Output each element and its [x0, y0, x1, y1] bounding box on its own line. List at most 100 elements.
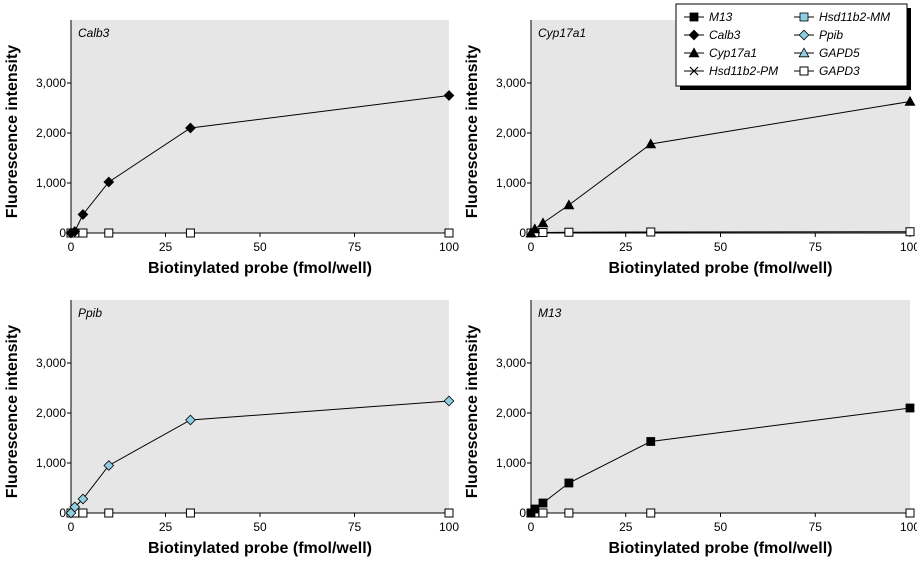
legend-entry-hsd11b2-pm-marker-b — [689, 66, 699, 76]
panel-m13-y-tick-label-0: 0 — [519, 506, 526, 520]
panel-ppib-x-tick-label-100: 100 — [439, 520, 459, 534]
panel-cyp17a1-series-gapd3-point-3 — [564, 227, 574, 237]
panel-cyp17a1-y-tick-label-3000: 3,000 — [496, 76, 526, 90]
legend-entry-cyp17a1: Cyp17a1 — [684, 46, 757, 60]
panel-m13-series-m13-point-5 — [905, 403, 915, 413]
panel-calb3-series-gapd3-point-3 — [104, 228, 114, 238]
legend-entry-hsd11b2-pm: Hsd11b2-PM — [684, 64, 778, 78]
panel-calb3-x-tick-label-50: 50 — [253, 240, 267, 254]
legend-entry-hsd11b2-mm-marker — [799, 12, 809, 22]
panel-calb3-x-tick-label-25: 25 — [159, 240, 173, 254]
panel-ppib-y-axis-title: Fluorescence intensity — [4, 325, 21, 498]
panel-ppib-y-tick-label-3000: 3,000 — [36, 356, 66, 370]
panel-ppib-series-ppib-point-4 — [185, 414, 196, 426]
panel-ppib-series-gapd3-point-4 — [185, 508, 195, 518]
panel-ppib-series-ppib — [65, 395, 455, 519]
panel-m13-x-tick-label-100: 100 — [900, 520, 917, 534]
panel-m13-x-tick-label-75: 75 — [809, 520, 823, 534]
panel-calb3-label: Calb3 — [78, 26, 110, 40]
legend-box — [675, 3, 908, 87]
legend-entry-gapd5: GAPD5 — [794, 46, 860, 60]
panel-calb3-x-tick-label-100: 100 — [439, 240, 459, 254]
panel-calb3: 0 25 50 75 100 0 1,000 2,000 3,000 Biotinylated p… — [4, 20, 459, 277]
panel-m13-x-tick-label-0: 0 — [528, 520, 535, 534]
panel-m13-series-m13 — [526, 403, 915, 518]
panel-cyp17a1-x-tick-label-100: 100 — [900, 240, 917, 254]
panel-cyp17a1-series-cyp17a1-point-5 — [904, 95, 916, 106]
panel-m13-x-tick-label-25: 25 — [619, 520, 633, 534]
panel-cyp17a1-series-gapd3-point-2 — [538, 228, 548, 237]
legend-entry-hsd11b2-mm: Hsd11b2-MM — [794, 10, 890, 24]
panel-cyp17a1-series-gapd3-point-5 — [905, 227, 915, 237]
panel-cyp17a1-x-tick-label-0: 0 — [528, 240, 535, 254]
panel-m13-y-tick-label-1000: 1,000 — [496, 456, 526, 470]
panel-calb3-y-tick-label-1000: 1,000 — [36, 176, 66, 190]
panel-calb3-x-tick-label-75: 75 — [348, 240, 362, 254]
panel-calb3-series-calb3-point-1 — [69, 226, 81, 237]
panel-cyp17a1-series-cyp17a1-point-3 — [563, 199, 575, 210]
panel-calb3-x-tick-label-0: 0 — [68, 240, 75, 254]
legend-entry-ppib: Ppib — [794, 28, 843, 42]
panel-calb3-y-tick-label-3000: 3,000 — [36, 76, 66, 90]
panel-m13-x-tick-label-50: 50 — [714, 520, 728, 534]
panel-cyp17a1-y-tick-label-1000: 1,000 — [496, 176, 526, 190]
legend-entry-gapd5-label: GAPD5 — [819, 46, 860, 60]
legend-entry-calb3: Calb3 — [684, 28, 741, 42]
panel-m13-y-tick-label-3000: 3,000 — [496, 356, 526, 370]
panel-ppib-series-ppib-point-1 — [69, 501, 81, 513]
legend-entry-gapd3-label: GAPD3 — [819, 64, 860, 78]
panel-m13-label: M13 — [538, 306, 562, 320]
panel-calb3-series-calb3-point-4 — [185, 122, 196, 134]
panel-cyp17a1-y-tick-label-0: 0 — [519, 226, 526, 240]
panel-cyp17a1-series-cyp17a1-point-4 — [645, 138, 657, 149]
panel-m13-x-axis-title: Biotinylated probe (fmol/well) — [608, 540, 832, 557]
panel-m13-y-tick-label-2000: 2,000 — [496, 406, 526, 420]
panel-ppib-plot-background — [71, 300, 449, 513]
panel-ppib-x-tick-label-25: 25 — [159, 520, 173, 534]
panel-m13-series-gapd3-point-3 — [564, 508, 574, 518]
panel-ppib-label: Ppib — [78, 306, 102, 320]
legend-entry-ppib-label: Ppib — [819, 28, 843, 42]
legend-entry-m13: M13 — [684, 10, 733, 24]
panel-m13-series-m13-point-1 — [530, 504, 540, 514]
panel-calb3-series-gapd3-point-5 — [444, 228, 454, 238]
panel-ppib-series-gapd3-point-2 — [78, 508, 88, 518]
panel-calb3-y-tick-label-0: 0 — [59, 226, 66, 240]
panel-cyp17a1-x-tick-label-25: 25 — [619, 240, 633, 254]
panel-m13-plot-background — [531, 300, 910, 513]
legend-entry-gapd5-marker — [798, 47, 810, 58]
panel-ppib-y-tick-label-0: 0 — [59, 506, 66, 520]
legend-entry-hsd11b2-mm-label: Hsd11b2-MM — [819, 10, 890, 24]
panel-cyp17a1-x-tick-label-50: 50 — [714, 240, 728, 254]
legend-entry-cyp17a1-label: Cyp17a1 — [709, 46, 757, 60]
legend-entry-cyp17a1-marker — [688, 47, 700, 58]
legend-entry-m13-label: M13 — [709, 10, 733, 24]
panel-ppib-y-tick-label-1000: 1,000 — [36, 456, 66, 470]
panel-calb3-series-gapd3-point-2 — [78, 228, 88, 238]
panel-cyp17a1-x-axis-title: Biotinylated probe (fmol/well) — [608, 260, 832, 277]
panel-m13-series-m13-point-2 — [538, 498, 548, 508]
panel-ppib-y-tick-label-2000: 2,000 — [36, 406, 66, 420]
panel-calb3-series-calb3 — [65, 90, 455, 239]
panels: 0 25 50 75 100 0 1,000 2,000 3,000 Biotinylated p… — [4, 20, 917, 557]
panel-calb3-x-axis-title: Biotinylated probe (fmol/well) — [148, 260, 372, 277]
panel-m13-series-gapd3-point-4 — [646, 508, 656, 518]
panel-ppib-series-ppib-point-3 — [103, 460, 115, 471]
panel-cyp17a1-series-cyp17a1-point-1 — [529, 223, 541, 234]
panel-ppib-series-gapd3-point-3 — [104, 508, 114, 518]
panel-calb3-plot-background — [71, 20, 449, 233]
panel-calb3-series-calb3-point-3 — [103, 176, 115, 188]
panel-cyp17a1-series-cyp17a1 — [525, 95, 916, 238]
panel-cyp17a1-label: Cyp17a1 — [538, 26, 586, 40]
legend-entry-gapd3: GAPD3 — [794, 64, 860, 78]
legend-entry-calb3-label: Calb3 — [709, 28, 741, 42]
panel-calb3-series-calb3-point-5 — [443, 90, 455, 101]
panel-ppib-series-ppib-point-5 — [443, 395, 455, 407]
panel-ppib-x-axis-title: Biotinylated probe (fmol/well) — [148, 540, 372, 557]
panel-ppib-x-tick-label-50: 50 — [253, 520, 267, 534]
panel-calb3-series-calb3-point-2 — [77, 209, 89, 220]
legend-entry-gapd3-marker — [799, 66, 809, 76]
panel-m13-series-m13-point-4 — [646, 437, 656, 446]
legend-entry-calb3-marker — [688, 29, 700, 41]
